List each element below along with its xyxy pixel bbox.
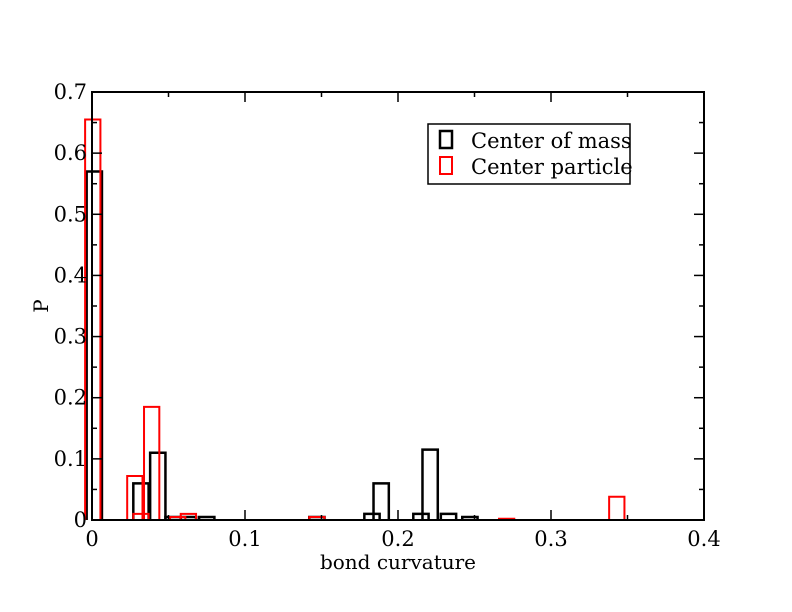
bar-center-of-mass [372, 482, 391, 520]
y-tick-label: 0.1 [54, 447, 87, 471]
y-tick-label: 0.7 [54, 80, 87, 104]
bar-center-particle [143, 405, 161, 520]
legend-label-center-of-mass: Center of mass [471, 129, 632, 153]
bar-center-of-mass [363, 512, 381, 520]
bar-center-of-mass [461, 515, 479, 520]
y-tick-label: 0 [74, 508, 87, 532]
legend-swatch-center-of-mass [438, 129, 454, 150]
legend-box [427, 123, 631, 185]
y-tick-label: 0.5 [54, 202, 87, 226]
bar-center-particle [126, 474, 144, 520]
x-axis-label: bond curvature [320, 550, 476, 574]
y-axis-label: P [29, 299, 53, 312]
x-tick-label: 0.3 [534, 527, 567, 551]
bar-center-of-mass [148, 451, 167, 520]
x-tick-label: 0.2 [381, 527, 414, 551]
bar-center-particle [608, 495, 626, 520]
y-tick-label: 0.3 [54, 325, 87, 349]
legend-label-center-particle: Center particle [471, 155, 633, 179]
legend-swatch-center-particle [439, 156, 453, 175]
bar-center-of-mass [421, 448, 440, 520]
x-tick-label: 0.1 [228, 527, 261, 551]
y-tick-label: 0.4 [54, 263, 87, 287]
bar-center-of-mass [132, 482, 150, 520]
bar-center-of-mass [439, 512, 458, 520]
legend: Center of mass Center particle [427, 123, 633, 185]
bar-center-particle [169, 515, 187, 520]
axis-ticks: 0 0.1 0.2 0.3 0.4 0 0.1 0.2 0.3 0.4 0.5 0.6 0.7 [54, 80, 721, 551]
bar-center-particle [308, 515, 326, 520]
bar-center-particle [179, 512, 198, 520]
bar-center-of-mass [412, 512, 430, 520]
bar-center-of-mass [85, 170, 104, 520]
y-tick-label: 0.2 [54, 386, 87, 410]
x-tick-label: 0.4 [687, 527, 720, 551]
x-tick-label: 0 [85, 527, 98, 551]
y-tick-label: 0.6 [54, 141, 87, 165]
bar-center-particle [132, 512, 150, 520]
bar-center-of-mass [197, 515, 216, 520]
